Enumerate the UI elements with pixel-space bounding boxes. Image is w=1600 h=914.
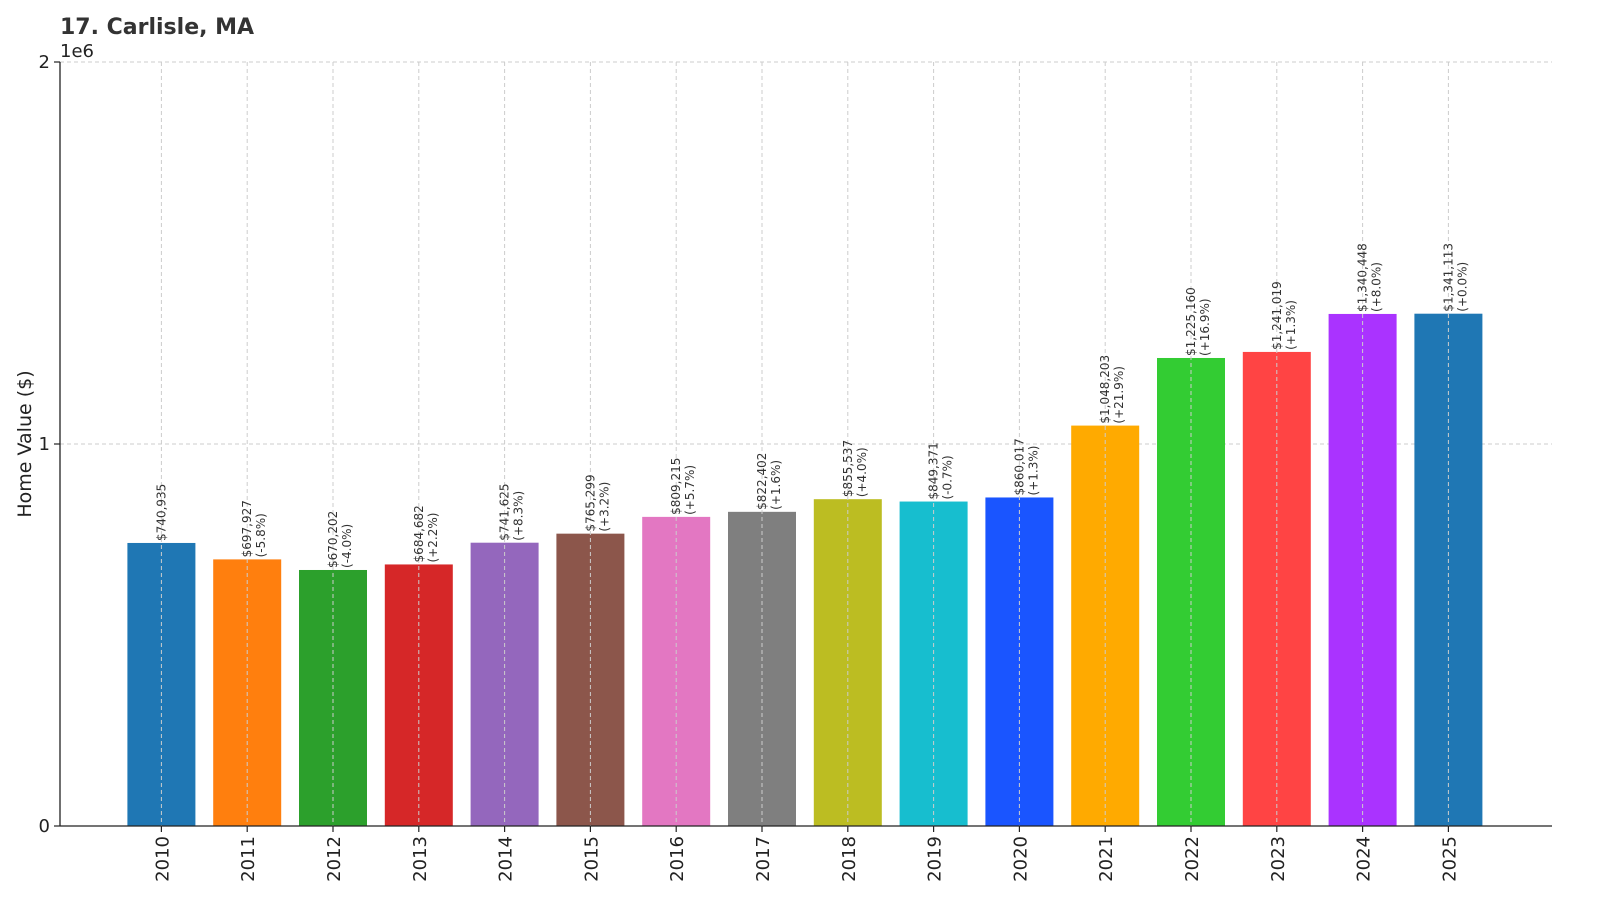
x-tick-label: 2020 — [1010, 836, 1031, 882]
data-label-2011: $697,927 (-5.8%) — [240, 500, 268, 557]
data-labels-layer: $740,935 $697,927 (-5.8%) $670,202 (-4.0%) $6… — [154, 62, 1469, 826]
grid-layer — [60, 61, 1552, 445]
x-tick-label: 2012 — [324, 836, 345, 882]
change-label: (+21.9%) — [1112, 366, 1126, 424]
x-tick-label: 2014 — [496, 836, 517, 882]
data-label-2023: $1,241,019 (+1.3%) — [1270, 281, 1298, 350]
change-label: (-5.8%) — [254, 513, 268, 557]
y-ticks-layer: 0 1 2 — [39, 52, 60, 837]
value-label: $697,927 — [240, 500, 254, 557]
data-label-2018: $855,537 (+4.0%) — [841, 440, 869, 497]
data-label-2012: $670,202 (-4.0%) — [326, 511, 354, 568]
x-tick-label: 2016 — [667, 836, 688, 882]
bar-2017 — [728, 511, 796, 826]
data-label-2016: $809,215 (+5.7%) — [669, 458, 697, 515]
data-label-2017: $822,402 (+1.6%) — [755, 453, 783, 510]
value-label: $809,215 — [669, 458, 683, 515]
x-tick-label: 2023 — [1268, 836, 1289, 882]
value-label: $822,402 — [755, 453, 769, 510]
bars-layer — [127, 313, 1483, 826]
y-offset-text: 1e6 — [60, 41, 94, 62]
change-label: (-0.7%) — [941, 455, 955, 499]
x-tick-label: 2019 — [925, 836, 946, 882]
x-tick-label: 2025 — [1439, 836, 1460, 882]
data-label-2013: $684,682 (+2.2%) — [412, 505, 440, 562]
value-label: $684,682 — [412, 505, 426, 562]
value-label: $670,202 — [326, 511, 340, 568]
data-label-2024: $1,340,448 (+8.0%) — [1356, 243, 1384, 312]
value-label: $1,241,019 — [1270, 281, 1284, 350]
x-tick-label: 2015 — [581, 836, 602, 882]
data-label-2014: $741,625 (+8.3%) — [498, 483, 526, 540]
value-label: $860,017 — [1012, 438, 1026, 495]
change-label: (+0.0%) — [1455, 262, 1469, 312]
value-label: $1,225,160 — [1184, 287, 1198, 356]
change-label: (+1.3%) — [1284, 300, 1298, 350]
change-label: (+5.7%) — [683, 465, 697, 515]
value-label: $849,371 — [927, 442, 941, 499]
change-label: (+3.2%) — [597, 482, 611, 532]
change-label: (+2.2%) — [426, 513, 440, 563]
value-label: $740,935 — [154, 484, 168, 541]
data-label-2010: $740,935 — [154, 484, 168, 541]
change-label: (+8.3%) — [512, 491, 526, 541]
data-label-2015: $765,299 (+3.2%) — [583, 474, 611, 531]
value-label: $1,048,203 — [1098, 355, 1112, 424]
x-tick-label: 2024 — [1354, 836, 1375, 882]
change-label: (+4.0%) — [855, 447, 869, 497]
value-label: $765,299 — [583, 474, 597, 531]
x-tick-label: 2013 — [410, 836, 431, 882]
x-tick-label: 2021 — [1096, 836, 1117, 882]
x-tick-label: 2017 — [753, 836, 774, 882]
x-tick-label: 2010 — [152, 836, 173, 882]
y-tick-label: 0 — [39, 816, 50, 837]
data-label-2022: $1,225,160 (+16.9%) — [1184, 287, 1212, 356]
x-tick-label: 2022 — [1182, 836, 1203, 882]
data-label-2019: $849,371 (-0.7%) — [927, 442, 955, 499]
data-label-2021: $1,048,203 (+21.9%) — [1098, 355, 1126, 424]
value-label: $1,341,113 — [1441, 243, 1455, 312]
change-label: (+8.0%) — [1370, 262, 1384, 312]
x-tick-label: 2011 — [238, 836, 259, 882]
data-label-2020: $860,017 (+1.3%) — [1012, 438, 1040, 495]
x-ticks-layer: 2010 2011 2012 2013 2014 2015 2016 2017 2018 2019… — [152, 826, 1460, 882]
change-label: (+1.6%) — [769, 460, 783, 510]
value-label: $741,625 — [498, 483, 512, 540]
data-label-2025: $1,341,113 (+0.0%) — [1441, 243, 1469, 312]
x-tick-label: 2018 — [839, 836, 860, 882]
change-label: (-4.0%) — [340, 524, 354, 568]
y-axis-label: Home Value ($) — [14, 370, 36, 517]
change-label: (+1.3%) — [1026, 446, 1040, 496]
y-tick-label: 2 — [39, 52, 50, 73]
change-label: (+16.9%) — [1198, 298, 1212, 356]
chart-title: 17. Carlisle, MA — [60, 15, 254, 40]
y-tick-label: 1 — [39, 434, 50, 455]
value-label: $855,537 — [841, 440, 855, 497]
value-label: $1,340,448 — [1356, 243, 1370, 312]
